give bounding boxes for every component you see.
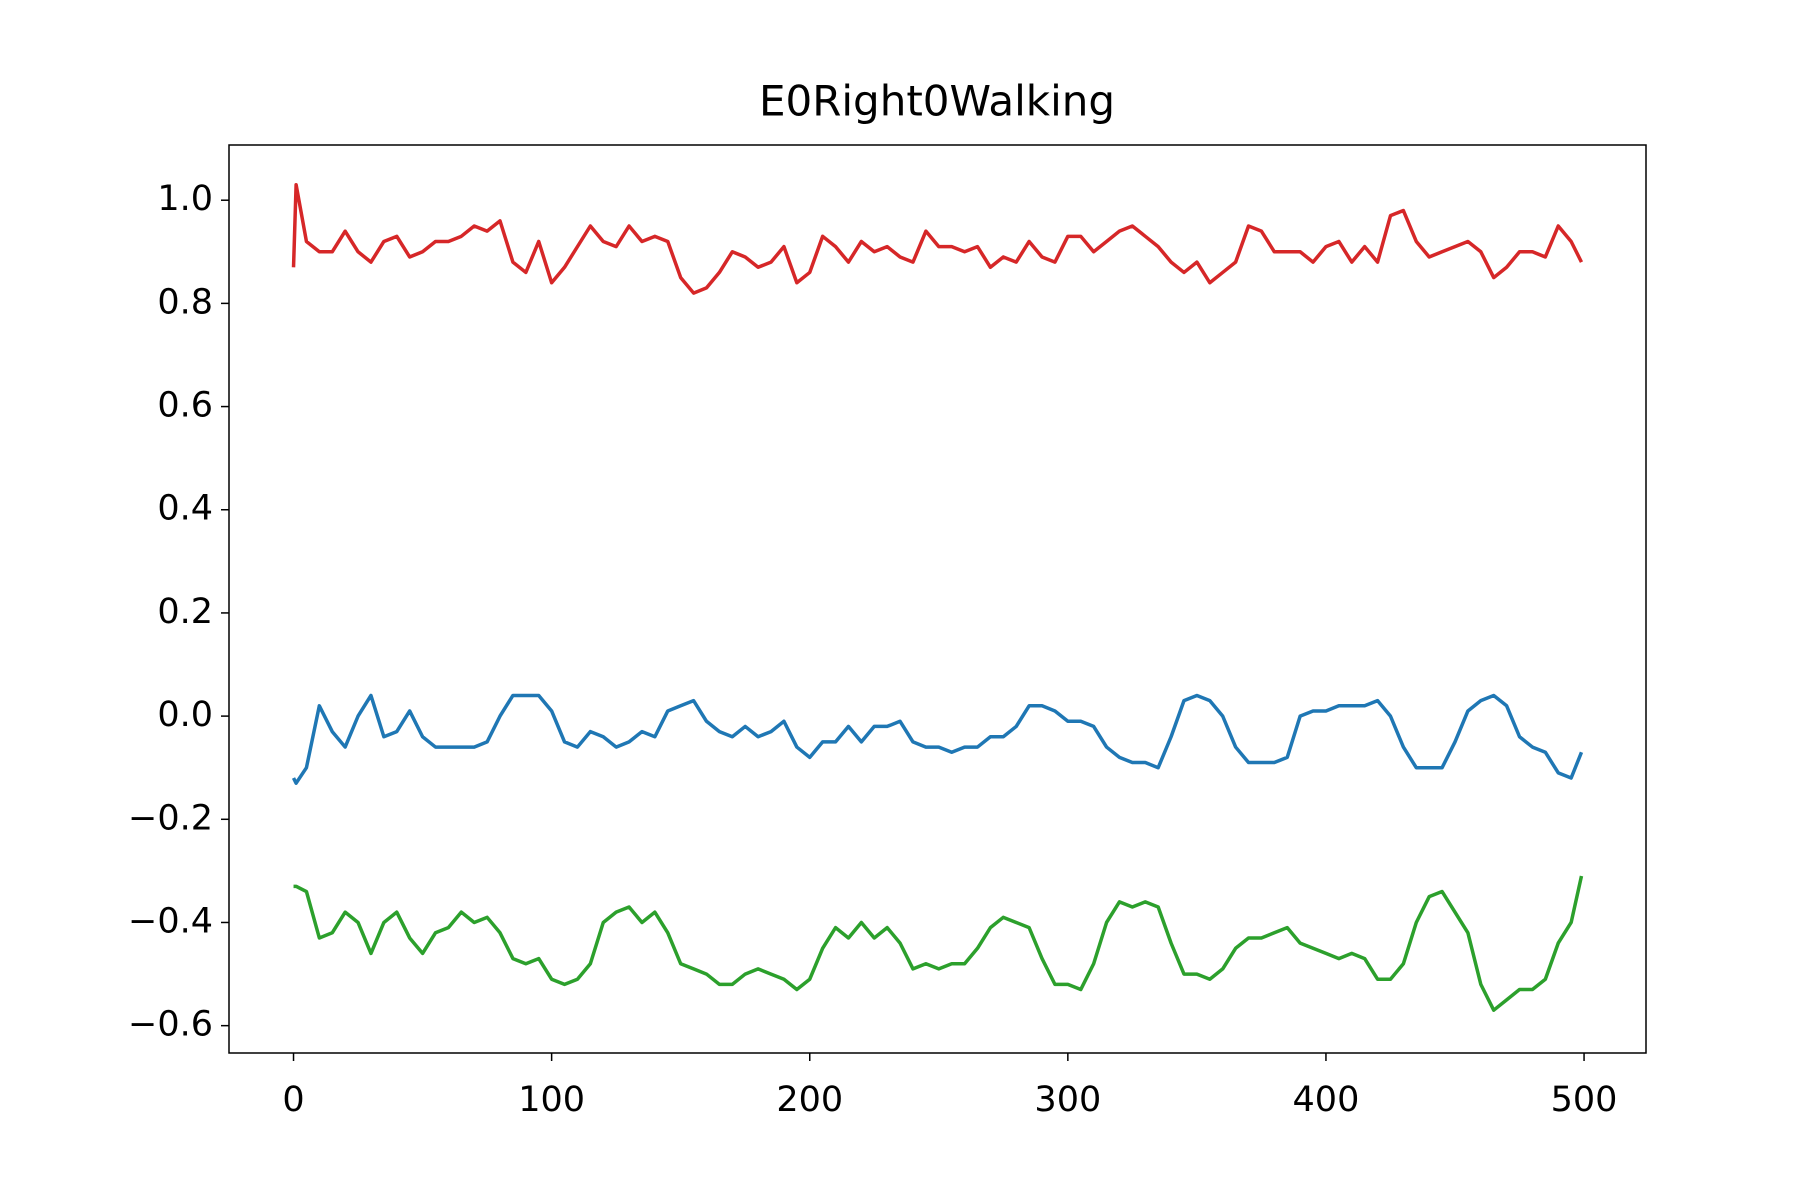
y-tick-label: 0.6 [157,386,213,426]
series-line [293,875,1584,1012]
series-line [291,182,1584,295]
x-tick-label: 500 [1551,1080,1618,1120]
x-tick-label: 0 [282,1080,304,1120]
chart-title: E0Right0Walking [759,77,1115,126]
x-tick-label: 300 [1034,1080,1101,1120]
y-tick-label: −0.2 [128,798,213,838]
x-tick-label: 400 [1293,1080,1360,1120]
y-tick-label: 0.0 [157,695,213,735]
y-tick-label: −0.6 [128,1005,213,1045]
x-tick-label: 200 [776,1080,843,1120]
y-tick-label: −0.4 [128,901,213,941]
y-tick-label: 0.4 [157,489,213,529]
series-line [291,693,1584,785]
x-tick-label: 100 [518,1080,585,1120]
plot-frame [228,144,1647,1054]
y-tick-label: 0.2 [157,592,213,632]
y-tick-label: 0.8 [157,282,213,322]
y-tick-label: 1.0 [157,179,213,219]
